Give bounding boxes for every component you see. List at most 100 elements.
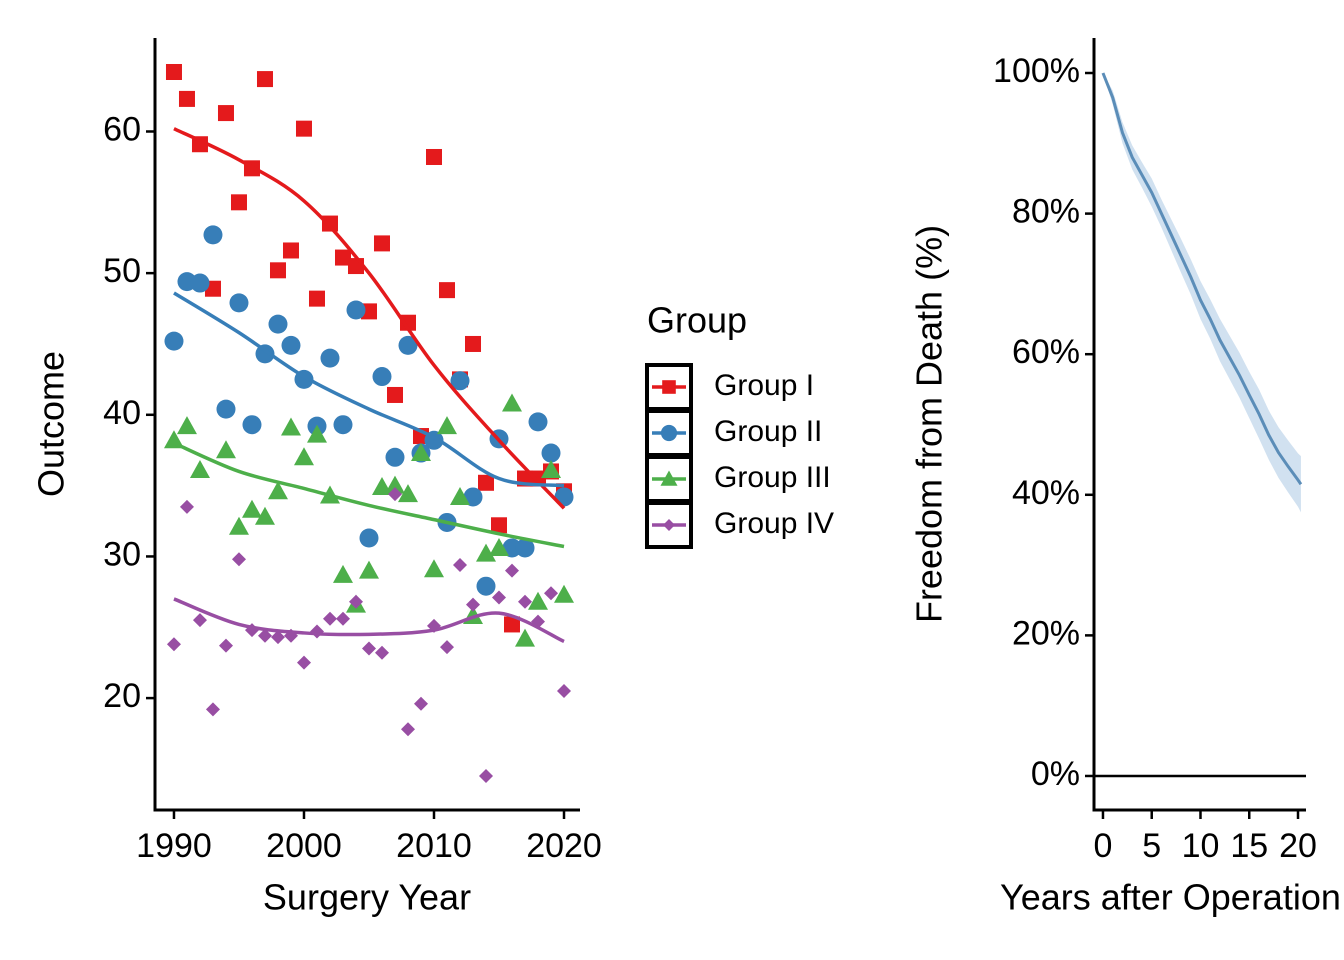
x-tick-label: 2010 bbox=[396, 827, 472, 865]
point bbox=[492, 590, 507, 605]
point bbox=[397, 484, 418, 503]
point bbox=[437, 416, 458, 435]
point bbox=[281, 335, 301, 355]
point bbox=[164, 331, 184, 351]
legend-marker bbox=[660, 470, 678, 486]
point bbox=[359, 528, 379, 548]
point bbox=[320, 348, 340, 368]
x-tick-label: 10 bbox=[1182, 827, 1220, 865]
trend-line bbox=[173, 597, 565, 644]
point bbox=[541, 460, 562, 479]
survival-line bbox=[1101, 72, 1303, 486]
point bbox=[373, 235, 390, 252]
y-tick-label: 100% bbox=[993, 52, 1080, 90]
trend-line bbox=[173, 291, 565, 488]
point bbox=[541, 443, 561, 463]
y-tick-label: 20% bbox=[1012, 614, 1080, 652]
point bbox=[217, 105, 234, 122]
y-tick-label: 30 bbox=[103, 535, 141, 573]
point bbox=[256, 71, 273, 88]
legend-label: Group IV bbox=[714, 507, 834, 540]
point bbox=[230, 194, 247, 211]
point bbox=[322, 611, 337, 626]
point bbox=[257, 628, 272, 643]
x-tick-label: 1990 bbox=[136, 827, 212, 865]
point bbox=[476, 543, 497, 562]
point bbox=[192, 613, 207, 628]
confidence-band bbox=[1102, 73, 1301, 513]
point bbox=[502, 538, 522, 558]
point bbox=[425, 148, 442, 165]
x-tick-label: 5 bbox=[1142, 827, 1161, 865]
point bbox=[479, 769, 494, 784]
point bbox=[504, 616, 521, 633]
y-tick-label: 40% bbox=[1012, 474, 1080, 512]
y-tick-label: 50 bbox=[103, 252, 141, 290]
point bbox=[515, 538, 535, 558]
point bbox=[453, 557, 468, 572]
legend-label: Group III bbox=[714, 461, 831, 494]
point bbox=[450, 486, 471, 505]
legend-label: Group I bbox=[714, 369, 814, 402]
point bbox=[178, 90, 195, 107]
point bbox=[215, 440, 236, 459]
x-tick-label: 15 bbox=[1230, 827, 1268, 865]
point bbox=[505, 563, 520, 578]
point bbox=[463, 487, 483, 507]
point bbox=[270, 630, 285, 645]
legend-marker bbox=[660, 424, 678, 442]
point bbox=[554, 584, 575, 603]
point bbox=[254, 506, 275, 525]
legend-title: Group bbox=[647, 300, 747, 341]
point bbox=[386, 386, 403, 403]
point bbox=[361, 641, 376, 656]
point bbox=[398, 335, 418, 355]
point bbox=[321, 215, 338, 232]
point bbox=[241, 499, 262, 518]
point bbox=[332, 564, 353, 583]
point bbox=[466, 597, 481, 612]
y-tick-label: 80% bbox=[1012, 193, 1080, 231]
point bbox=[476, 576, 496, 596]
point bbox=[335, 611, 350, 626]
point bbox=[333, 415, 353, 435]
point bbox=[165, 63, 182, 80]
point bbox=[515, 628, 536, 647]
x-tick-label: 0 bbox=[1094, 827, 1113, 865]
legend-label: Group II bbox=[714, 415, 822, 448]
point bbox=[228, 516, 249, 535]
y-tick-label: 60 bbox=[103, 110, 141, 148]
point bbox=[423, 559, 444, 578]
point bbox=[557, 684, 572, 699]
point bbox=[399, 314, 416, 331]
point bbox=[530, 470, 547, 487]
x-tick-label: 2000 bbox=[266, 827, 342, 865]
point bbox=[348, 594, 363, 609]
point bbox=[282, 242, 299, 259]
legend-marker bbox=[662, 380, 676, 394]
point bbox=[269, 262, 286, 279]
point bbox=[267, 481, 288, 500]
point bbox=[334, 249, 351, 266]
trend-line bbox=[173, 127, 566, 510]
point bbox=[346, 300, 366, 320]
y-tick-label: 0% bbox=[1031, 755, 1080, 793]
point bbox=[385, 447, 405, 467]
point bbox=[489, 537, 510, 556]
point bbox=[372, 367, 392, 387]
point bbox=[528, 591, 549, 610]
point bbox=[229, 293, 249, 313]
x-tick-label: 20 bbox=[1279, 827, 1317, 865]
point bbox=[439, 282, 456, 299]
point bbox=[308, 290, 325, 307]
point bbox=[293, 447, 314, 466]
point bbox=[218, 638, 233, 653]
y-tick-label: 60% bbox=[1012, 333, 1080, 371]
point bbox=[179, 499, 194, 514]
x-tick-label: 2020 bbox=[526, 827, 602, 865]
point bbox=[306, 424, 327, 443]
point bbox=[189, 460, 210, 479]
point bbox=[440, 640, 455, 655]
point bbox=[502, 393, 523, 412]
point bbox=[280, 417, 301, 436]
